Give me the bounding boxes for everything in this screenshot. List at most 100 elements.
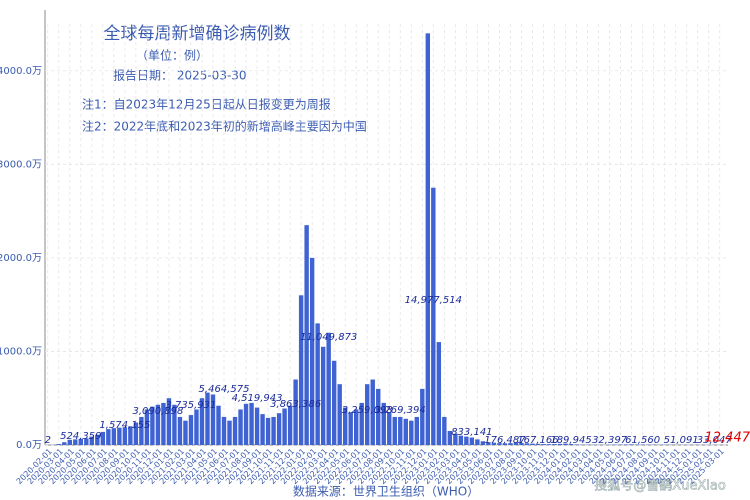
data-label: 3,863,386 <box>270 399 321 410</box>
bar <box>166 398 172 445</box>
bar <box>348 412 353 445</box>
data-label: 189,945 <box>550 435 591 446</box>
data-label: 3,090,898 <box>132 406 183 417</box>
bar <box>304 225 309 445</box>
bar <box>502 443 508 445</box>
bar <box>486 442 491 445</box>
bar <box>508 443 513 445</box>
bar <box>177 416 183 445</box>
bar <box>409 420 414 445</box>
bar <box>442 416 447 445</box>
bar <box>447 430 453 445</box>
bar <box>458 435 464 445</box>
bar <box>475 439 480 445</box>
bar <box>535 443 541 445</box>
bar <box>265 417 271 445</box>
bar <box>491 442 497 445</box>
data-label: 14,977,514 <box>405 295 462 306</box>
bar <box>111 428 117 445</box>
bar <box>205 392 210 445</box>
bar <box>84 438 89 445</box>
bar <box>524 443 530 445</box>
bar <box>89 436 95 445</box>
data-label: 833,141 <box>451 427 492 438</box>
bar <box>243 403 249 445</box>
data-label: 12,447 <box>705 431 750 446</box>
bar <box>342 407 348 445</box>
bar <box>309 257 315 445</box>
data-label: 167,166 <box>517 435 558 446</box>
bar <box>221 416 227 445</box>
data-label: 33,047 <box>697 435 733 446</box>
data-label: 2 <box>45 435 51 446</box>
bar <box>155 404 161 445</box>
bar <box>634 444 640 445</box>
bar <box>78 438 84 445</box>
bar <box>392 416 397 445</box>
note: 注1：自2023年12月25日起从日报变更为周报 <box>82 97 331 112</box>
bar <box>276 413 282 445</box>
bar <box>464 436 469 445</box>
bar <box>67 439 72 445</box>
bar <box>188 415 194 445</box>
bar <box>172 404 177 445</box>
x-axis-label: 数据来源：世界卫生组织（WHO） <box>293 484 479 499</box>
bar <box>95 434 100 445</box>
bar <box>271 416 276 445</box>
bar <box>254 407 260 445</box>
data-label: 176,487 <box>484 435 526 446</box>
bar <box>128 426 133 445</box>
bar <box>359 402 364 445</box>
bar <box>376 388 381 445</box>
bar <box>216 405 221 445</box>
bar <box>260 414 265 445</box>
data-label: 3,259,098 <box>342 405 393 416</box>
bar <box>337 384 342 445</box>
bar <box>414 416 419 445</box>
bar <box>541 444 546 445</box>
bar <box>557 443 563 445</box>
bar <box>315 323 320 445</box>
bar <box>530 443 535 445</box>
bar <box>298 295 304 445</box>
data-label: 32,397 <box>592 435 628 446</box>
bar <box>453 433 458 445</box>
data-label: 11,049,873 <box>300 332 357 343</box>
data-label: 51,091 <box>664 435 699 446</box>
bar <box>249 402 254 445</box>
bar <box>431 187 436 445</box>
bar <box>238 409 243 445</box>
bar <box>139 416 144 445</box>
chart-title: 全球每周新增确诊病例数 <box>104 24 291 44</box>
bar <box>381 402 386 445</box>
bar <box>282 408 287 445</box>
y-tick-label: 0.0万 <box>16 440 42 451</box>
data-label: 61,560 <box>625 435 660 446</box>
data-label: 524,359 <box>60 431 101 442</box>
data-label: 5,464,575 <box>199 384 250 395</box>
data-label: 4,519,943 <box>232 393 283 404</box>
bar <box>436 342 442 445</box>
bar <box>398 416 403 445</box>
bar <box>552 444 557 445</box>
bar <box>183 420 188 445</box>
bar <box>480 441 486 445</box>
bar <box>150 406 155 445</box>
data-label: 3,269,394 <box>375 405 426 416</box>
bar <box>326 332 331 445</box>
bar <box>100 431 106 445</box>
bar <box>629 444 634 445</box>
bar <box>519 442 524 445</box>
bar <box>420 388 425 445</box>
bar <box>227 420 232 445</box>
bar <box>331 360 337 445</box>
data-label: 3,735,931 <box>166 400 217 411</box>
y-tick-label: 2000.0万 <box>0 253 42 264</box>
bar <box>122 427 128 445</box>
bar <box>117 427 122 445</box>
bar <box>425 33 431 445</box>
bar <box>513 442 519 445</box>
bar <box>62 442 67 445</box>
bar <box>320 346 326 445</box>
y-tick-label: 3000.0万 <box>0 159 42 170</box>
